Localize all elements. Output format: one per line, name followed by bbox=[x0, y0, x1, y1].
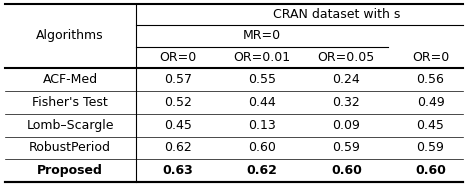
Text: Algorithms: Algorithms bbox=[37, 29, 104, 42]
Text: Fisher's Test: Fisher's Test bbox=[32, 96, 108, 109]
Text: 0.62: 0.62 bbox=[164, 142, 192, 154]
Text: 0.56: 0.56 bbox=[417, 73, 445, 86]
Text: OR=0: OR=0 bbox=[412, 51, 449, 64]
Text: MR=0: MR=0 bbox=[243, 29, 281, 42]
Text: Lomb–Scargle: Lomb–Scargle bbox=[27, 119, 114, 132]
Text: 0.49: 0.49 bbox=[417, 96, 445, 109]
Text: 0.55: 0.55 bbox=[248, 73, 276, 86]
Text: 0.24: 0.24 bbox=[332, 73, 360, 86]
Text: 0.62: 0.62 bbox=[247, 164, 278, 177]
Text: 0.59: 0.59 bbox=[417, 142, 445, 154]
Text: OR=0.01: OR=0.01 bbox=[234, 51, 291, 64]
Text: 0.09: 0.09 bbox=[332, 119, 360, 132]
Text: 0.63: 0.63 bbox=[162, 164, 193, 177]
Text: 0.32: 0.32 bbox=[332, 96, 360, 109]
Text: OR=0: OR=0 bbox=[159, 51, 197, 64]
Text: RobustPeriod: RobustPeriod bbox=[29, 142, 111, 154]
Text: 0.13: 0.13 bbox=[248, 119, 276, 132]
Text: 0.60: 0.60 bbox=[248, 142, 276, 154]
Text: Proposed: Proposed bbox=[37, 164, 103, 177]
Text: 0.60: 0.60 bbox=[415, 164, 446, 177]
Text: 0.44: 0.44 bbox=[248, 96, 276, 109]
Text: 0.59: 0.59 bbox=[332, 142, 360, 154]
Text: 0.60: 0.60 bbox=[331, 164, 362, 177]
Text: OR=0.05: OR=0.05 bbox=[318, 51, 375, 64]
Text: 0.45: 0.45 bbox=[417, 119, 445, 132]
Text: 0.57: 0.57 bbox=[164, 73, 192, 86]
Text: 0.52: 0.52 bbox=[164, 96, 192, 109]
Text: 0.45: 0.45 bbox=[164, 119, 192, 132]
Text: ACF-Med: ACF-Med bbox=[43, 73, 98, 86]
Text: CRAN dataset with s: CRAN dataset with s bbox=[273, 8, 401, 21]
